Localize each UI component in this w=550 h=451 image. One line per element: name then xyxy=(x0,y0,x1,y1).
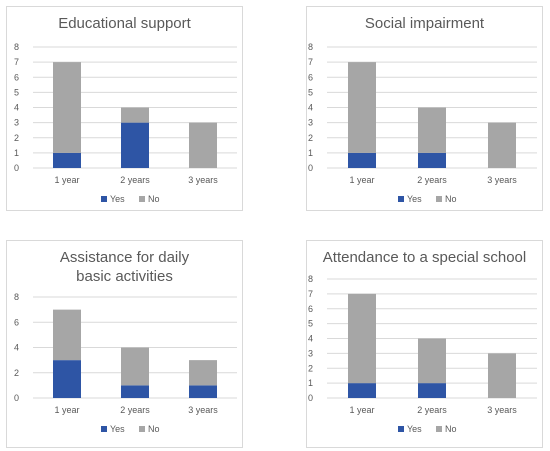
y-tick-label: 2 xyxy=(14,368,19,378)
legend-label-yes: Yes xyxy=(110,194,125,204)
y-tick-label: 2 xyxy=(308,363,313,373)
y-tick-label: 8 xyxy=(308,42,313,52)
legend-swatch-no xyxy=(139,426,145,432)
x-tick-label: 2 years xyxy=(120,405,150,415)
chart-panel-special-school: Attendance to a special school 0 1 2 3 4 5 6 7 8… xyxy=(306,240,543,448)
y-tick-label: 1 xyxy=(308,148,313,158)
bar-yes xyxy=(348,383,376,398)
y-tick-label: 4 xyxy=(14,103,19,113)
chart-title: Social impairment xyxy=(364,15,485,32)
y-tick-label: 3 xyxy=(308,118,313,128)
bar-no xyxy=(418,107,446,153)
chart-panel-educational-support: Educational support 0 1 2 3 4 5 6 7 8 1 year 2 yea… xyxy=(6,6,243,211)
legend-label-no: No xyxy=(148,194,160,204)
chart-svg: 0 1 2 3 4 5 6 7 8 1 year 2 years 3 years Yes No xyxy=(308,42,537,204)
y-tick-label: 3 xyxy=(308,348,313,358)
legend-label-no: No xyxy=(445,194,457,204)
bar-yes xyxy=(121,385,149,398)
legend-swatch-yes xyxy=(101,196,107,202)
x-tick-label: 1 year xyxy=(349,175,374,185)
y-tick-label: 8 xyxy=(14,292,19,302)
legend-swatch-no xyxy=(139,196,145,202)
bar-no xyxy=(189,122,217,168)
x-tick-label: 3 years xyxy=(487,175,517,185)
chart-title: Assistance for daily basic activities xyxy=(59,249,190,285)
x-tick-label: 3 years xyxy=(188,405,218,415)
legend-swatch-yes xyxy=(398,196,404,202)
legend-swatch-no xyxy=(436,196,442,202)
bar-no xyxy=(488,353,516,398)
bar-no xyxy=(53,62,81,153)
x-tick-label: 1 year xyxy=(54,405,79,415)
bar-no xyxy=(348,293,376,384)
y-tick-label: 0 xyxy=(14,393,19,403)
y-tick-label: 8 xyxy=(308,274,313,284)
bar-no xyxy=(189,360,217,386)
y-tick-label: 2 xyxy=(14,133,19,143)
y-tick-label: 0 xyxy=(308,393,313,403)
chart-title: Attendance to a special school xyxy=(322,249,527,266)
y-tick-label: 3 xyxy=(14,118,19,128)
x-tick-label: 3 years xyxy=(188,175,218,185)
legend-swatch-no xyxy=(436,426,442,432)
chart-panel-assistance-daily-activities: Assistance for daily basic activities 0 2… xyxy=(6,240,243,448)
x-tick-label: 2 years xyxy=(417,405,447,415)
bar-no xyxy=(53,309,81,361)
bar-yes xyxy=(418,152,446,168)
y-tick-label: 7 xyxy=(308,57,313,67)
x-tick-label: 3 years xyxy=(487,405,517,415)
chart-svg: 0 1 2 3 4 5 6 7 8 1 year 2 years 3 years Yes No xyxy=(14,42,237,204)
bar-yes xyxy=(189,385,217,398)
legend-label-yes: Yes xyxy=(110,424,125,434)
y-tick-label: 4 xyxy=(308,103,313,113)
bar-no xyxy=(418,338,446,384)
legend-label-yes: Yes xyxy=(407,424,422,434)
legend-label-yes: Yes xyxy=(407,194,422,204)
y-tick-label: 6 xyxy=(14,72,19,82)
y-tick-label: 0 xyxy=(308,163,313,173)
y-tick-label: 7 xyxy=(14,57,19,67)
legend-swatch-yes xyxy=(101,426,107,432)
chart-svg: 0 2 4 6 8 1 year 2 years 3 years Yes No xyxy=(14,292,237,434)
legend-label-no: No xyxy=(445,424,457,434)
bar-no xyxy=(121,347,149,386)
bar-yes xyxy=(53,152,81,168)
y-tick-label: 2 xyxy=(308,133,313,143)
y-tick-label: 7 xyxy=(308,289,313,299)
y-tick-label: 0 xyxy=(14,163,19,173)
bar-no xyxy=(488,122,516,168)
bar-no xyxy=(348,62,376,153)
chart-title: Educational support xyxy=(58,15,191,32)
legend-swatch-yes xyxy=(398,426,404,432)
y-tick-label: 6 xyxy=(308,304,313,314)
bar-yes xyxy=(418,383,446,398)
bar-yes xyxy=(53,360,81,398)
x-tick-label: 1 year xyxy=(349,405,374,415)
legend-label-no: No xyxy=(148,424,160,434)
y-tick-label: 6 xyxy=(14,317,19,327)
chart-panel-social-impairment: Social impairment 0 1 2 3 4 5 6 7 8 1 year 2 years… xyxy=(306,6,543,211)
y-tick-label: 5 xyxy=(308,319,313,329)
x-tick-label: 1 year xyxy=(54,175,79,185)
y-tick-label: 8 xyxy=(14,42,19,52)
y-tick-label: 6 xyxy=(308,72,313,82)
y-tick-label: 1 xyxy=(308,378,313,388)
bar-yes xyxy=(121,122,149,168)
bar-no xyxy=(121,107,149,123)
x-tick-label: 2 years xyxy=(120,175,150,185)
y-tick-label: 4 xyxy=(14,343,19,353)
chart-svg: 0 1 2 3 4 5 6 7 8 1 year 2 years 3 years Yes No xyxy=(308,274,537,434)
y-tick-label: 5 xyxy=(308,87,313,97)
y-tick-label: 4 xyxy=(308,334,313,344)
bar-yes xyxy=(348,152,376,168)
y-tick-label: 5 xyxy=(14,87,19,97)
x-tick-label: 2 years xyxy=(417,175,447,185)
y-tick-label: 1 xyxy=(14,148,19,158)
